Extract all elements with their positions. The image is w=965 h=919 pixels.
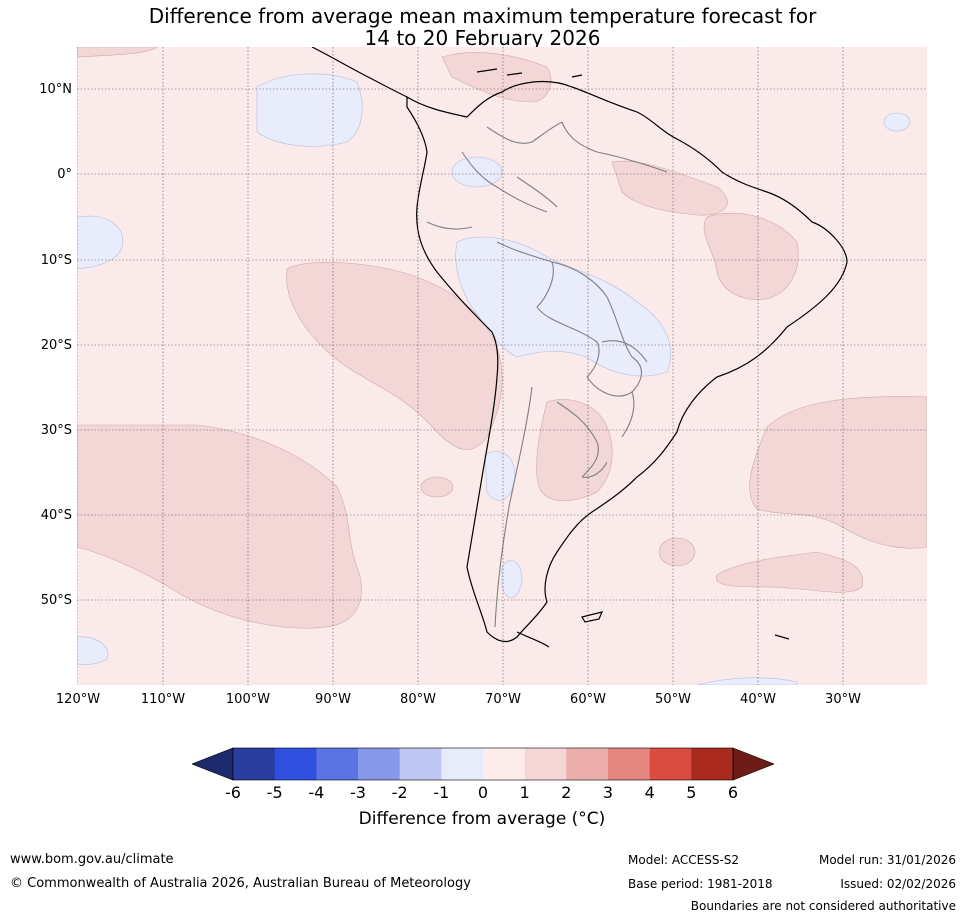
coastline (311, 47, 848, 648)
warm-patch-south-1 (658, 537, 696, 567)
colorbar-frame (232, 747, 734, 781)
lon-label: 30°W (825, 692, 861, 707)
falklands (581, 611, 604, 623)
lat-label: 10°S (40, 253, 72, 268)
base-period: Base period: 1981-2018 (628, 877, 773, 891)
colorbar-high-extension (732, 747, 774, 781)
model-name: Model: ACCESS-S2 (628, 853, 740, 867)
warm-patch-patagonia (420, 476, 454, 498)
lat-label: 30°S (40, 423, 72, 438)
map-title-line-2: 14 to 20 February 2026 (364, 26, 601, 50)
warm-patch-southeast-pacific (77, 424, 362, 629)
colorbar-tick-label: 5 (686, 783, 697, 802)
graticule (77, 47, 927, 685)
cool-patch-central-pacific (256, 73, 363, 147)
central-america-coast (311, 47, 408, 98)
warm-patch-amazon-east (611, 160, 728, 216)
colorbar-tick-label: -6 (225, 783, 241, 802)
lon-label: 70°W (485, 692, 521, 707)
south-america-coast (406, 81, 848, 643)
cool-patch-bottom-left (77, 636, 109, 665)
colorbar-label-text: Difference from average (°C) (358, 809, 606, 829)
lon-label: 80°W (400, 692, 436, 707)
colorbar-segment (691, 748, 734, 780)
lon-label: 100°W (225, 692, 271, 707)
south-georgia (774, 634, 790, 640)
tierra-del-fuego (516, 631, 550, 648)
lat-label: 10°N (39, 82, 72, 97)
colorbar-segment (566, 748, 609, 780)
colorbar (192, 747, 774, 781)
lon-label: 90°W (315, 692, 351, 707)
colorbar-segment (358, 748, 401, 780)
warm-patch-northwest (77, 47, 158, 58)
cool-patch-andes-patagonia (501, 560, 523, 598)
warm-patch-ne-brazil (703, 212, 799, 300)
colorbar-segment (649, 748, 692, 780)
lon-label: 120°W (55, 692, 101, 707)
lon-label: 110°W (140, 692, 186, 707)
colorbar-segment (441, 748, 484, 780)
website-link[interactable]: www.bom.gov.au/climate (10, 852, 174, 867)
colorbar-tick-label: 2 (561, 783, 572, 802)
cool-patch-far-west (77, 215, 124, 270)
colorbar-segment (483, 748, 526, 780)
colorbar-segment (316, 748, 359, 780)
colorbar-label: Difference from average (°C) (0, 809, 965, 829)
cool-patch-bottom (696, 677, 798, 685)
cool-patch-north-atlantic (883, 112, 911, 132)
colorbar-tick-label: -2 (391, 783, 408, 802)
colorbar-low-extension (192, 747, 234, 781)
lon-label: 50°W (655, 692, 691, 707)
colorbar-tick-label: -1 (433, 783, 450, 802)
cool-patch-andes-south (484, 451, 516, 501)
lat-label: 20°S (40, 338, 72, 353)
issued-date: Issued: 02/02/2026 (840, 877, 956, 891)
anomaly-map (77, 47, 927, 685)
cool-patch-colombia (451, 156, 503, 188)
map-title-line-1: Difference from average mean maximum tem… (148, 4, 817, 28)
boundaries-disclaimer: Boundaries are not considered authoritat… (690, 899, 956, 913)
lat-label: 40°S (40, 508, 72, 523)
warm-patch-south-atlantic (749, 396, 927, 549)
colorbar-tick-label: -4 (308, 783, 325, 802)
colorbar-segment (233, 748, 276, 780)
colorbar-segment (608, 748, 651, 780)
lat-label: 50°S (40, 593, 72, 608)
colorbar-segment (524, 748, 567, 780)
colorbar-tick-label: 6 (727, 783, 739, 802)
colorbar-tick-label: 3 (602, 783, 614, 802)
colorbar-segment (399, 748, 442, 780)
warm-patch-south-atlantic-2 (716, 551, 864, 593)
country-borders (426, 121, 668, 628)
copyright: © Commonwealth of Australia 2026, Austra… (10, 876, 471, 891)
lon-label: 60°W (570, 692, 606, 707)
caribbean-islands (476, 68, 583, 78)
model-run: Model run: 31/01/2026 (818, 853, 956, 867)
lon-label: 40°W (740, 692, 776, 707)
warm-patch-east-pacific (286, 262, 503, 451)
lat-label: 0° (57, 167, 72, 182)
colorbar-tick-label: -3 (350, 783, 366, 802)
colorbar-tick-label: 1 (519, 783, 530, 802)
colorbar-segment (274, 748, 317, 780)
colorbar-tick-label: 0 (477, 783, 489, 802)
warm-anomaly-regions (77, 47, 927, 629)
warm-patch-caribbean (441, 52, 552, 103)
colorbar-tick-label: 4 (644, 783, 655, 802)
colorbar-tick-label: -5 (266, 783, 283, 802)
